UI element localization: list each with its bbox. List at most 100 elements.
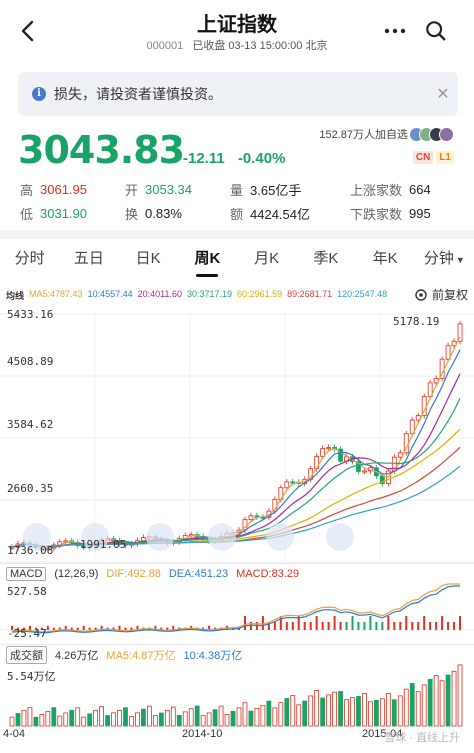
macd-bar	[363, 622, 366, 630]
macd-axis-top: 527.58	[7, 585, 47, 598]
right-control-icon[interactable]	[266, 523, 294, 551]
x-axis-label-3: 2015-04	[362, 728, 403, 740]
volume-bar	[326, 694, 332, 727]
volume-bar	[356, 696, 361, 727]
volume-bar	[284, 698, 290, 727]
kline-chart[interactable]	[0, 300, 474, 728]
macd-header[interactable]: MACD (12,26,9) DIF:492.88 DEA:451.23 MAC…	[0, 563, 474, 583]
macd-bar	[321, 622, 324, 630]
followers[interactable]: 152.87万人加自选	[319, 126, 454, 142]
open-value: 3053.34	[145, 181, 193, 197]
tab-daily[interactable]: 日K	[135, 250, 161, 267]
macd-bar	[76, 627, 79, 630]
tab-five-day[interactable]: 五日	[73, 250, 104, 267]
x-axis-label-1: 4-04	[3, 728, 26, 740]
risk-notice-text: 损失，请投资者谨慎投资。	[54, 86, 222, 102]
search-icon[interactable]	[424, 20, 448, 42]
macd-bar	[297, 616, 300, 630]
volume-bar	[69, 709, 75, 727]
volume-bar	[373, 699, 379, 727]
tab-quarterly[interactable]: 季K	[313, 250, 339, 267]
section-divider	[0, 230, 474, 239]
volume-bar	[332, 691, 337, 727]
volume-bar	[105, 715, 110, 727]
advancers-label: 上涨家数	[350, 182, 403, 198]
macd-bar	[285, 622, 288, 630]
macd-dea: DEA:451.23	[168, 567, 229, 580]
ma-line	[11, 336, 461, 550]
volume-bar	[21, 709, 27, 727]
volume-bar	[368, 701, 373, 727]
tab-weekly[interactable]: 周K	[178, 239, 237, 279]
current-price: 3043.83	[18, 128, 185, 172]
close-icon[interactable]: ✕	[436, 86, 450, 103]
adjust-label: 前复权	[431, 288, 468, 302]
price-change: -12.11 -0.40%	[183, 150, 294, 167]
left-control-icon[interactable]	[208, 523, 236, 551]
macd-bar	[303, 622, 306, 630]
volume-bar	[224, 714, 230, 727]
dea-line	[11, 585, 460, 634]
market-tags: CN L1	[412, 151, 454, 164]
volume-bar	[176, 715, 182, 727]
tab-monthly[interactable]: 月K	[254, 250, 280, 267]
low-value: 3031.90	[40, 205, 88, 221]
volume-bar	[146, 705, 152, 727]
macd-bar	[40, 627, 43, 630]
macd-name[interactable]: MACD	[6, 566, 47, 581]
macd-bar	[112, 627, 115, 630]
volume-bar	[320, 697, 326, 727]
turnover-value: 0.83%	[145, 205, 182, 221]
risk-notice: i 损失，请投资者谨慎投资。 ✕	[18, 72, 458, 116]
volume-bar	[248, 710, 254, 727]
volume-bar	[123, 707, 128, 727]
macd-bar	[94, 627, 97, 630]
decliners-label: 下跌家数	[350, 206, 403, 222]
candle-body	[320, 448, 326, 457]
macd-bar	[369, 616, 372, 630]
volume-bar	[242, 702, 248, 727]
macd-bar	[441, 616, 444, 630]
tab-intraday[interactable]: 分时	[14, 250, 45, 267]
tab-yearly[interactable]: 年K	[372, 250, 398, 267]
tab-minute[interactable]: 分钟 ▼	[415, 239, 474, 279]
macd-bar	[160, 627, 163, 630]
candle-body	[362, 470, 367, 473]
volume-bar	[39, 714, 45, 727]
next-control-icon[interactable]	[81, 523, 109, 551]
volume-bar	[290, 695, 296, 727]
macd-bar	[267, 622, 270, 630]
back-arrow-icon[interactable]	[14, 16, 44, 46]
chart-nav-controls[interactable]	[23, 523, 354, 551]
turnover-label: 换	[125, 206, 139, 222]
volume-bar	[81, 716, 87, 727]
candle-body	[445, 345, 451, 360]
more-icon[interactable]	[383, 20, 407, 42]
dif-line	[11, 583, 460, 633]
volume-ma10: 10:4.38万亿	[183, 649, 243, 662]
candle-body	[248, 515, 254, 521]
volume-bar	[158, 712, 164, 727]
candle-body	[427, 382, 433, 397]
expand-control-icon[interactable]	[326, 523, 354, 551]
volume-name[interactable]: 成交额	[6, 645, 47, 664]
volume-header[interactable]: 成交额 4.26万亿 MA5:4.87万亿 10:4.38万亿	[0, 644, 474, 664]
macd-bar	[273, 622, 276, 630]
macd-bar	[411, 622, 414, 630]
volume-bar	[99, 706, 105, 727]
market-status-text: 已收盘 03-13 15:00:00 北京	[192, 40, 328, 52]
amount-label: 额	[230, 206, 244, 222]
ma-line	[11, 349, 461, 548]
ma30-value: 30:3717.19	[187, 289, 233, 299]
zoom-out-control-icon[interactable]	[146, 523, 174, 551]
volume-bar	[164, 709, 170, 727]
prev-control-icon[interactable]	[23, 523, 51, 551]
volume-bar	[451, 670, 457, 727]
ma5-value: MA5:4787.43	[29, 289, 83, 299]
volume-value: 4.26万亿	[55, 649, 99, 662]
high-annotation: 5178.19	[391, 315, 442, 328]
candle-body	[457, 323, 463, 342]
macd-bar	[34, 627, 37, 630]
volume-bar	[194, 705, 200, 727]
adjust-toggle[interactable]: 前复权	[414, 286, 468, 303]
